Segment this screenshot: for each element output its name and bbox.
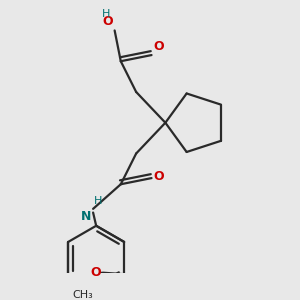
Text: CH₃: CH₃ xyxy=(72,290,93,300)
Text: O: O xyxy=(153,170,164,183)
Text: O: O xyxy=(103,15,113,28)
Text: O: O xyxy=(91,266,101,279)
Text: H: H xyxy=(102,9,110,19)
Text: O: O xyxy=(153,40,164,52)
Text: N: N xyxy=(81,210,92,224)
Text: H: H xyxy=(94,196,102,206)
